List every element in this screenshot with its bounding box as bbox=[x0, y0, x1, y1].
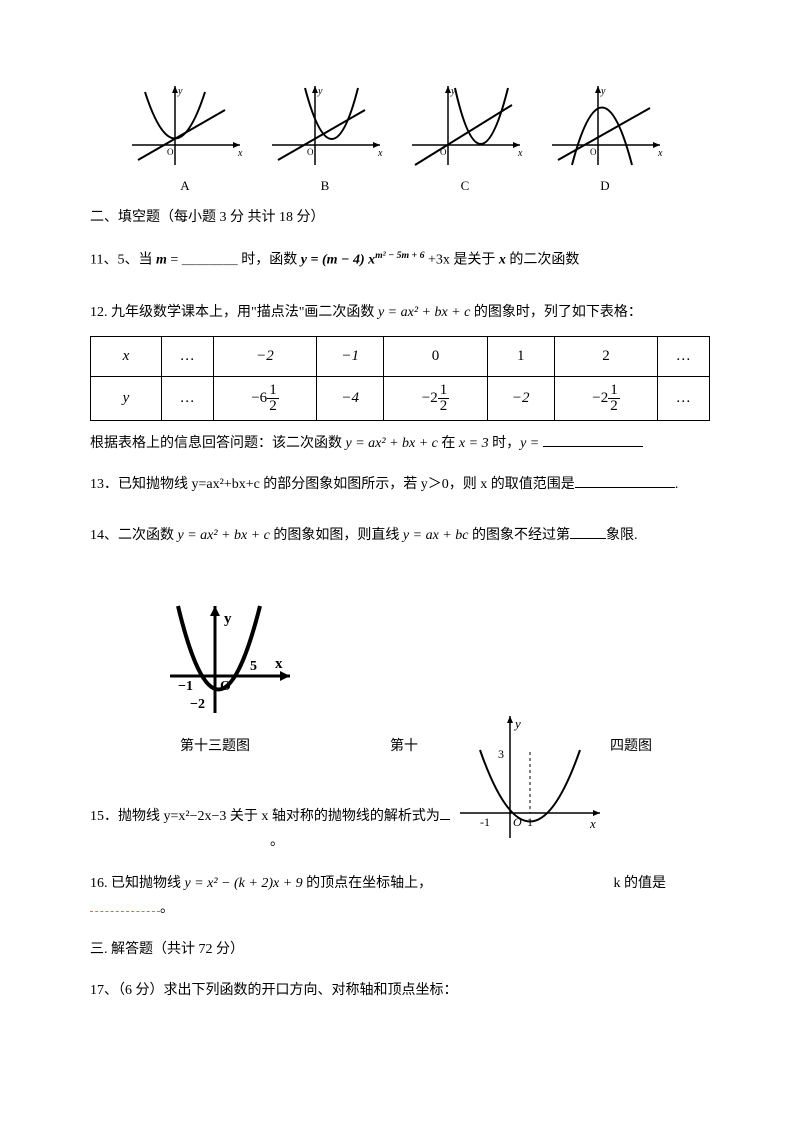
question-14: 14、二次函数 y = ax² + bx + c 的图象如图，则直线 y = a… bbox=[90, 523, 710, 548]
question-12: 12. 九年级数学课本上，用"描点法"画二次函数 y = ax² + bx + … bbox=[90, 300, 710, 455]
svg-text:O: O bbox=[590, 147, 597, 157]
q15-blank bbox=[440, 805, 450, 820]
svg-text:O: O bbox=[220, 679, 231, 694]
axis-x-label: x bbox=[237, 148, 243, 159]
question-15: 15．抛物线 y=x²−2x−3 关于 x 轴对称的抛物线的解析式为 。 bbox=[90, 804, 470, 854]
graph-c-svg: y x O bbox=[400, 80, 530, 170]
option-label-d: D bbox=[600, 174, 609, 197]
svg-text:y: y bbox=[600, 86, 606, 97]
question-16: 16. 已知抛物线 y = x² − (k + 2)x + 9 的顶点在坐标轴上… bbox=[90, 871, 470, 896]
svg-text:−2: −2 bbox=[190, 697, 205, 712]
q12-blank bbox=[543, 432, 643, 447]
fig14-caption-pre: 第十 bbox=[390, 728, 450, 759]
svg-text:y: y bbox=[317, 86, 323, 97]
q12-table: x … −2 −1 0 1 2 … y … −612 −4 −212 −2 −2… bbox=[90, 336, 710, 421]
svg-text:x: x bbox=[657, 148, 663, 159]
q13-blank bbox=[575, 473, 675, 488]
svg-text:y: y bbox=[450, 86, 456, 97]
axis-y-label: y bbox=[177, 86, 183, 97]
question-13: 13．已知抛物线 y=ax²+bx+c 的部分图象如图所示，若 y＞0，则 x … bbox=[90, 472, 710, 497]
graph-option-a: y x O A bbox=[120, 80, 250, 197]
q14-blank bbox=[570, 524, 606, 539]
svg-text:5: 5 bbox=[250, 659, 257, 674]
fig13-caption: 第十三题图 bbox=[90, 734, 390, 759]
q11-exp: m² − 5m + 6 bbox=[375, 250, 424, 261]
svg-text:y: y bbox=[224, 611, 232, 627]
graph-d-svg: y x O bbox=[540, 80, 670, 170]
q11-pre: 11、5、当 bbox=[90, 252, 156, 267]
q11-m: m bbox=[156, 252, 167, 267]
q11-x: x bbox=[499, 252, 506, 267]
svg-text:y: y bbox=[513, 716, 521, 731]
q12-func: y = ax² + bx + c bbox=[378, 305, 470, 320]
fig13-svg: y x O −1 5 −2 bbox=[160, 598, 300, 718]
q11-func: y = (m − 4) x bbox=[301, 252, 375, 267]
svg-text:O: O bbox=[307, 147, 314, 157]
question-17: 17、（6 分）求出下列函数的开口方向、对称轴和顶点坐标： bbox=[90, 978, 710, 1003]
svg-text:O: O bbox=[440, 147, 447, 157]
svg-text:x: x bbox=[377, 148, 383, 159]
graph-option-b: y x O B bbox=[260, 80, 390, 197]
question-11: 11、5、当 m = ＿＿＿＿ 时，函数 y = (m − 4) xm² − 5… bbox=[90, 247, 710, 273]
q16-tail: k 的值是 bbox=[614, 876, 667, 891]
section3-title: 三. 解答题（共计 72 分） bbox=[90, 937, 710, 962]
svg-text:3: 3 bbox=[498, 747, 504, 761]
table-row-y: y … −612 −4 −212 −2 −212 … bbox=[91, 376, 710, 420]
option-label-a: A bbox=[180, 174, 189, 197]
option-label-c: C bbox=[461, 174, 470, 197]
graph-b-svg: y x O bbox=[260, 80, 390, 170]
svg-text:−1: −1 bbox=[178, 679, 193, 694]
q12-after: 根据表格上的信息回答问题：该二次函数 y = ax² + bx + c 在 x … bbox=[90, 431, 710, 456]
y-header: y bbox=[91, 376, 162, 420]
section2-title: 二、填空题（每小题 3 分 共计 18 分） bbox=[90, 205, 710, 230]
svg-text:x: x bbox=[517, 148, 523, 159]
q11-blank: ＿＿＿＿ bbox=[182, 252, 238, 267]
figure-13: y x O −1 5 −2 bbox=[90, 598, 710, 718]
graph-option-d: y x O D bbox=[540, 80, 670, 197]
page-container: y x O A y x O B bbox=[0, 0, 800, 1043]
table-row-x: x … −2 −1 0 1 2 … bbox=[91, 336, 710, 376]
svg-text:x: x bbox=[275, 656, 283, 672]
x-header: x bbox=[91, 336, 162, 376]
option-graphs-row: y x O A y x O B bbox=[90, 80, 710, 197]
graph-a-svg: y x O bbox=[120, 80, 250, 170]
q15-16-block: 15．抛物线 y=x²−2x−3 关于 x 轴对称的抛物线的解析式为 。 16.… bbox=[90, 804, 710, 921]
option-label-b: B bbox=[321, 174, 330, 197]
fig14-caption-post: 四题图 bbox=[610, 728, 652, 759]
q16-blank bbox=[90, 911, 160, 912]
origin-label: O bbox=[167, 147, 174, 157]
graph-option-c: y x O C bbox=[400, 80, 530, 197]
